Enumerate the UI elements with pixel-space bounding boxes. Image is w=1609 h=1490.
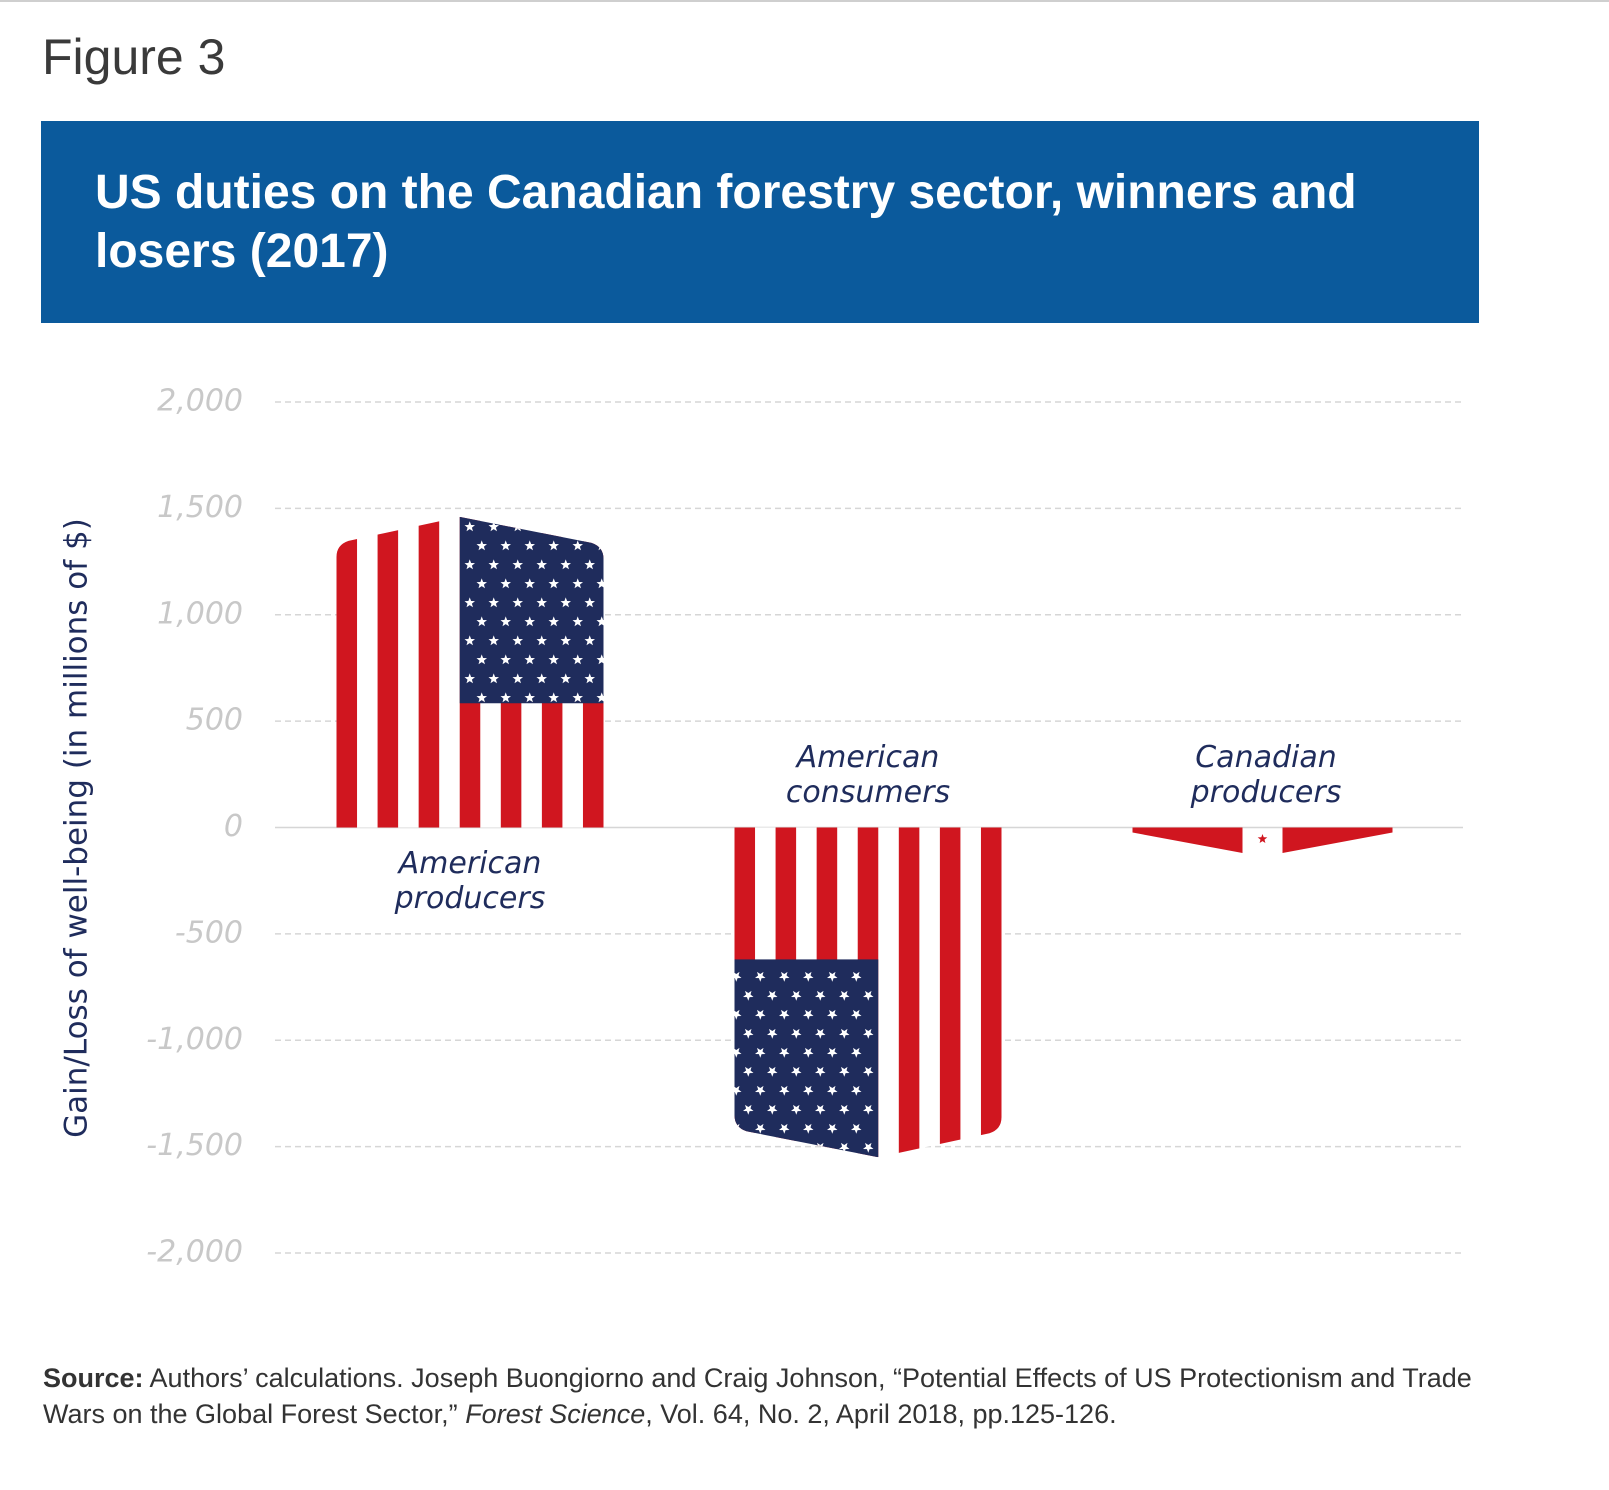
- category-label: American producers: [394, 845, 546, 916]
- flag-stripe: [377, 516, 399, 828]
- flag-canton: [734, 959, 879, 1158]
- y-tick-label: 1,000: [157, 596, 243, 631]
- category-label: Canadian producers: [1190, 739, 1342, 810]
- y-tick-label: -1,500: [146, 1128, 243, 1163]
- source-text: Authors’ calculations. Joseph Buongiorno…: [43, 1363, 1472, 1429]
- figure-label: Figure 3: [42, 29, 226, 85]
- bar: [1132, 827, 1393, 854]
- source-journal: Forest Science: [465, 1399, 646, 1429]
- flag-stripe: [898, 827, 920, 1158]
- bar: [734, 827, 1002, 1158]
- flag-red-left: [1132, 827, 1243, 854]
- y-tick-label: 2,000: [157, 384, 243, 419]
- bar: [336, 516, 604, 828]
- flag: [336, 516, 604, 828]
- source-note: Source: Authors’ calculations. Joseph Bu…: [43, 1360, 1473, 1432]
- title-banner: US duties on the Canadian forestry secto…: [41, 121, 1479, 323]
- flag-stripe: [418, 516, 440, 828]
- source-details: , Vol. 64, No. 2, April 2018, pp.125-126…: [645, 1399, 1117, 1429]
- y-tick-label: -2,000: [146, 1235, 243, 1270]
- flag-stripe: [939, 827, 961, 1158]
- top-border: [0, 0, 1609, 2]
- category-label: American consumers: [785, 739, 951, 810]
- flag: [734, 827, 1002, 1158]
- y-tick-label: -500: [175, 915, 243, 950]
- y-axis-label: Gain/Loss of well-being (in millions of …: [59, 518, 95, 1138]
- flag-stripe: [336, 516, 358, 828]
- source-label: Source:: [43, 1363, 144, 1393]
- y-tick-label: 1,500: [157, 490, 243, 525]
- y-tick-label: 500: [186, 703, 243, 738]
- flag-leaf: [1257, 834, 1268, 843]
- chart-title: US duties on the Canadian forestry secto…: [95, 166, 1357, 278]
- flag-stripe: [980, 827, 1002, 1158]
- flag-red-right: [1282, 827, 1393, 854]
- y-tick-label: -1,000: [146, 1022, 243, 1057]
- y-tick-label: 0: [224, 809, 243, 844]
